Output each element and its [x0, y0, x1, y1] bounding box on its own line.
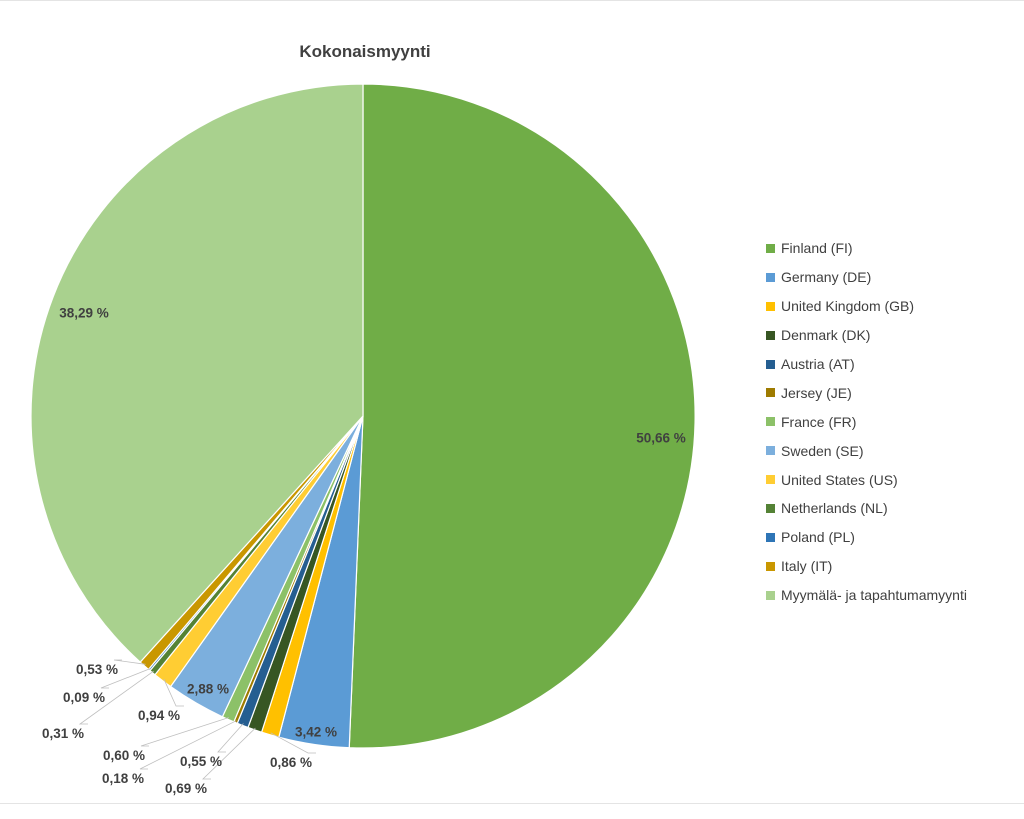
data-label: 2,88 % [187, 682, 229, 697]
data-label: 0,55 % [180, 754, 222, 769]
legend-label: Myymälä- ja tapahtumamyynti [781, 587, 967, 604]
legend-item: Austria (AT) [766, 350, 967, 379]
legend-item: United States (US) [766, 465, 967, 494]
legend-label: France (FR) [781, 413, 857, 430]
legend-label: Finland (FI) [781, 240, 853, 257]
chart-title: Kokonaismyynti [299, 42, 430, 61]
top-divider [0, 0, 1024, 1]
legend-item: France (FR) [766, 407, 967, 436]
legend-item: Italy (IT) [766, 552, 967, 581]
legend-swatch [766, 243, 775, 253]
legend-label: Denmark (DK) [781, 327, 871, 344]
leader-line [139, 720, 237, 770]
legend-label: Germany (DE) [781, 269, 872, 286]
legend-item: Germany (DE) [766, 263, 967, 292]
legend: Finland (FI) Germany (DE) United Kingdom (… [766, 234, 967, 610]
legend-item: Jersey (JE) [766, 378, 967, 407]
data-label: 0,09 % [63, 690, 105, 705]
data-labels: 50,66 % 3,42 % 0,86 % 0,69 % 0,55 % 0,18 % 0,6… [42, 306, 686, 796]
legend-swatch [766, 301, 775, 311]
legend-swatch [766, 272, 775, 282]
data-label: 50,66 % [636, 431, 686, 446]
pie-slices [30, 83, 696, 749]
legend-label: Poland (PL) [781, 529, 855, 546]
legend-label: Austria (AT) [781, 356, 855, 372]
legend-item: Denmark (DK) [766, 321, 967, 350]
legend-label: United Kingdom (GB) [781, 298, 915, 315]
data-label: 0,31 % [42, 726, 84, 741]
legend-swatch [766, 446, 775, 456]
legend-label: Netherlands (NL) [781, 500, 888, 517]
data-label: 0,86 % [270, 755, 312, 770]
data-label: 0,94 % [138, 708, 180, 723]
leader-line [140, 717, 230, 747]
pie-slice [30, 83, 364, 663]
leader-line [113, 659, 146, 665]
bottom-divider [0, 803, 1024, 804]
legend-label: Sweden (SE) [781, 442, 864, 459]
legend-label: United States (US) [781, 471, 898, 488]
leader-line [217, 723, 244, 753]
legend-swatch [766, 561, 775, 571]
legend-item: Finland (FI) [766, 234, 967, 263]
legend-swatch [766, 532, 775, 542]
data-label: 0,60 % [103, 748, 145, 763]
leader-line [78, 670, 154, 725]
data-label: 0,18 % [102, 771, 144, 786]
legend-item: Myymälä- ja tapahtumamyynti [766, 581, 967, 610]
leader-line [163, 678, 184, 707]
legend-swatch [766, 359, 775, 369]
legend-swatch [766, 475, 775, 485]
data-label: 38,29 % [59, 306, 109, 321]
leader-line [202, 727, 256, 780]
leader-line [100, 668, 151, 689]
legend-swatch [766, 330, 775, 340]
legend-item: United Kingdom (GB) [766, 292, 967, 321]
legend-swatch [766, 503, 775, 513]
legend-label: Italy (IT) [781, 558, 833, 575]
leader-lines [78, 659, 316, 780]
legend-item: Sweden (SE) [766, 436, 967, 465]
legend-item: Netherlands (NL) [766, 494, 967, 523]
data-label: 3,42 % [295, 725, 337, 740]
legend-swatch [766, 590, 775, 600]
legend-swatch [766, 417, 775, 427]
legend-item: Poland (PL) [766, 523, 967, 552]
legend-label: Jersey (JE) [781, 384, 852, 401]
legend-swatch [766, 388, 775, 398]
data-label: 0,53 % [76, 662, 118, 677]
pie-slice [348, 83, 696, 749]
leader-line [270, 732, 316, 754]
data-label: 0,69 % [165, 781, 207, 796]
